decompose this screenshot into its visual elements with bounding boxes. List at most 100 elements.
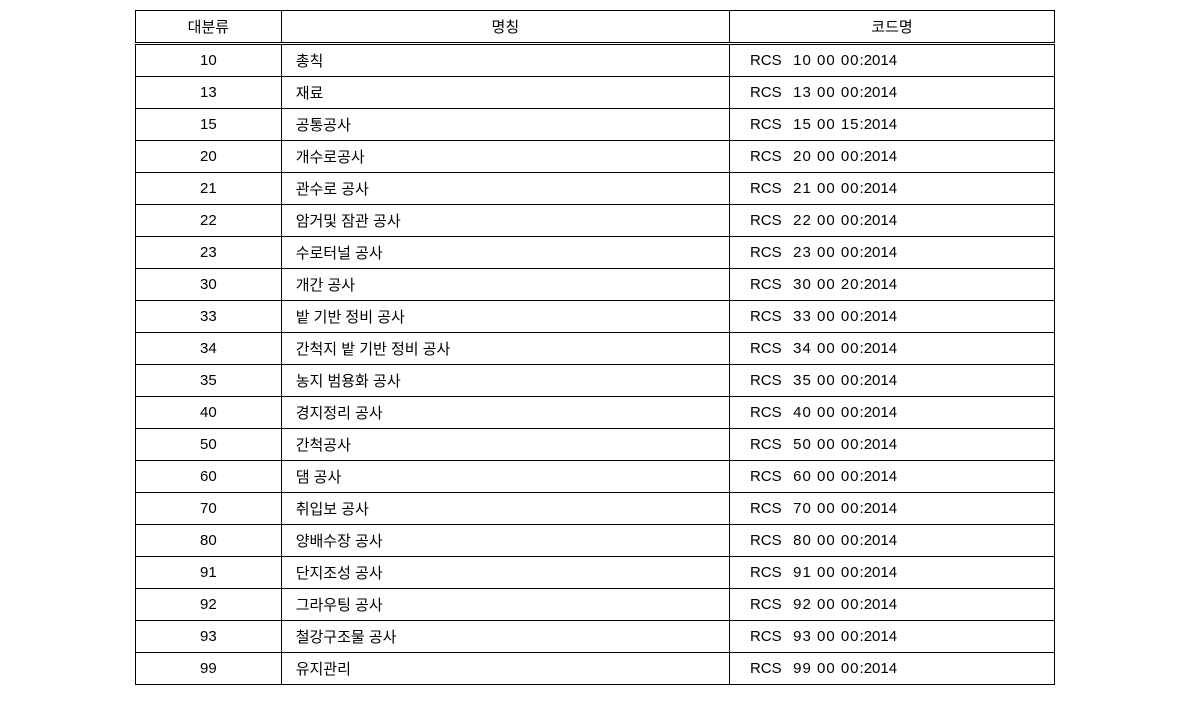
code-prefix: RCS — [750, 468, 788, 485]
code-suffix: :2014 — [860, 372, 898, 389]
code-table-container: 대분류 명칭 코드명 10총칙RCS 10 00 00:201413재료RCS … — [135, 10, 1055, 685]
code-mid: 30 00 20 — [788, 276, 860, 293]
cell-category: 34 — [136, 333, 282, 365]
cell-code: RCS 30 00 20:2014 — [729, 269, 1054, 301]
cell-category: 99 — [136, 653, 282, 685]
cell-category: 23 — [136, 237, 282, 269]
cell-category: 50 — [136, 429, 282, 461]
table-row: 70취입보 공사RCS 70 00 00:2014 — [136, 493, 1055, 525]
code-mid: 80 00 00 — [788, 532, 860, 549]
code-mid: 33 00 00 — [788, 308, 860, 325]
code-suffix: :2014 — [860, 84, 898, 101]
cell-code: RCS 13 00 00:2014 — [729, 77, 1054, 109]
cell-code: RCS 20 00 00:2014 — [729, 141, 1054, 173]
cell-name: 유지관리 — [281, 653, 729, 685]
table-row: 50간척공사RCS 50 00 00:2014 — [136, 429, 1055, 461]
cell-code: RCS 35 00 00:2014 — [729, 365, 1054, 397]
cell-code: RCS 80 00 00:2014 — [729, 525, 1054, 557]
code-mid: 20 00 00 — [788, 148, 860, 165]
table-row: 30개간 공사RCS 30 00 20:2014 — [136, 269, 1055, 301]
cell-name: 경지정리 공사 — [281, 397, 729, 429]
code-mid: 70 00 00 — [788, 500, 860, 517]
code-mid: 40 00 00 — [788, 404, 860, 421]
table-row: 40경지정리 공사RCS 40 00 00:2014 — [136, 397, 1055, 429]
table-row: 92그라우팅 공사RCS 92 00 00:2014 — [136, 589, 1055, 621]
table-row: 23수로터널 공사RCS 23 00 00:2014 — [136, 237, 1055, 269]
cell-category: 40 — [136, 397, 282, 429]
code-suffix: :2014 — [860, 436, 898, 453]
cell-name: 개수로공사 — [281, 141, 729, 173]
cell-category: 80 — [136, 525, 282, 557]
code-suffix: :2014 — [860, 628, 898, 645]
table-row: 15공통공사RCS 15 00 15:2014 — [136, 109, 1055, 141]
cell-category: 13 — [136, 77, 282, 109]
code-prefix: RCS — [750, 596, 788, 613]
code-mid: 92 00 00 — [788, 596, 860, 613]
code-prefix: RCS — [750, 52, 788, 69]
code-prefix: RCS — [750, 244, 788, 261]
cell-category: 35 — [136, 365, 282, 397]
code-mid: 91 00 00 — [788, 564, 860, 581]
code-prefix: RCS — [750, 532, 788, 549]
code-prefix: RCS — [750, 404, 788, 421]
table-row: 20개수로공사RCS 20 00 00:2014 — [136, 141, 1055, 173]
cell-name: 총칙 — [281, 44, 729, 77]
cell-name: 재료 — [281, 77, 729, 109]
table-body: 10총칙RCS 10 00 00:201413재료RCS 13 00 00:20… — [136, 44, 1055, 685]
cell-category: 93 — [136, 621, 282, 653]
code-suffix: :2014 — [860, 596, 898, 613]
code-prefix: RCS — [750, 180, 788, 197]
cell-code: RCS 70 00 00:2014 — [729, 493, 1054, 525]
table-row: 93철강구조물 공사RCS 93 00 00:2014 — [136, 621, 1055, 653]
code-mid: 34 00 00 — [788, 340, 860, 357]
code-prefix: RCS — [750, 500, 788, 517]
cell-code: RCS 91 00 00:2014 — [729, 557, 1054, 589]
cell-name: 댐 공사 — [281, 461, 729, 493]
table-row: 34간척지 밭 기반 정비 공사RCS 34 00 00:2014 — [136, 333, 1055, 365]
code-mid: 21 00 00 — [788, 180, 860, 197]
code-mid: 15 00 15 — [788, 116, 860, 133]
code-mid: 22 00 00 — [788, 212, 860, 229]
code-suffix: :2014 — [860, 180, 898, 197]
table-row: 33밭 기반 정비 공사RCS 33 00 00:2014 — [136, 301, 1055, 333]
code-suffix: :2014 — [860, 500, 898, 517]
cell-code: RCS 50 00 00:2014 — [729, 429, 1054, 461]
header-name: 명칭 — [281, 11, 729, 44]
cell-category: 22 — [136, 205, 282, 237]
code-suffix: :2014 — [860, 148, 898, 165]
cell-category: 91 — [136, 557, 282, 589]
cell-name: 공통공사 — [281, 109, 729, 141]
code-table: 대분류 명칭 코드명 10총칙RCS 10 00 00:201413재료RCS … — [135, 10, 1055, 685]
code-prefix: RCS — [750, 660, 788, 677]
table-row: 91단지조성 공사RCS 91 00 00:2014 — [136, 557, 1055, 589]
table-row: 10총칙RCS 10 00 00:2014 — [136, 44, 1055, 77]
table-header: 대분류 명칭 코드명 — [136, 11, 1055, 44]
cell-code: RCS 23 00 00:2014 — [729, 237, 1054, 269]
cell-code: RCS 60 00 00:2014 — [729, 461, 1054, 493]
code-prefix: RCS — [750, 436, 788, 453]
cell-code: RCS 15 00 15:2014 — [729, 109, 1054, 141]
code-mid: 10 00 00 — [788, 52, 860, 69]
code-suffix: :2014 — [860, 340, 898, 357]
cell-name: 수로터널 공사 — [281, 237, 729, 269]
table-row: 99유지관리RCS 99 00 00:2014 — [136, 653, 1055, 685]
cell-code: RCS 92 00 00:2014 — [729, 589, 1054, 621]
code-prefix: RCS — [750, 212, 788, 229]
cell-code: RCS 40 00 00:2014 — [729, 397, 1054, 429]
code-suffix: :2014 — [860, 564, 898, 581]
code-suffix: :2014 — [860, 308, 898, 325]
code-mid: 13 00 00 — [788, 84, 860, 101]
cell-name: 그라우팅 공사 — [281, 589, 729, 621]
code-suffix: :2014 — [860, 532, 898, 549]
cell-code: RCS 93 00 00:2014 — [729, 621, 1054, 653]
table-row: 13재료RCS 13 00 00:2014 — [136, 77, 1055, 109]
cell-code: RCS 10 00 00:2014 — [729, 44, 1054, 77]
cell-category: 21 — [136, 173, 282, 205]
code-prefix: RCS — [750, 148, 788, 165]
cell-category: 10 — [136, 44, 282, 77]
table-row: 21관수로 공사 RCS 21 00 00:2014 — [136, 173, 1055, 205]
cell-name: 관수로 공사 — [281, 173, 729, 205]
cell-code: RCS 99 00 00:2014 — [729, 653, 1054, 685]
cell-name: 밭 기반 정비 공사 — [281, 301, 729, 333]
code-mid: 93 00 00 — [788, 628, 860, 645]
